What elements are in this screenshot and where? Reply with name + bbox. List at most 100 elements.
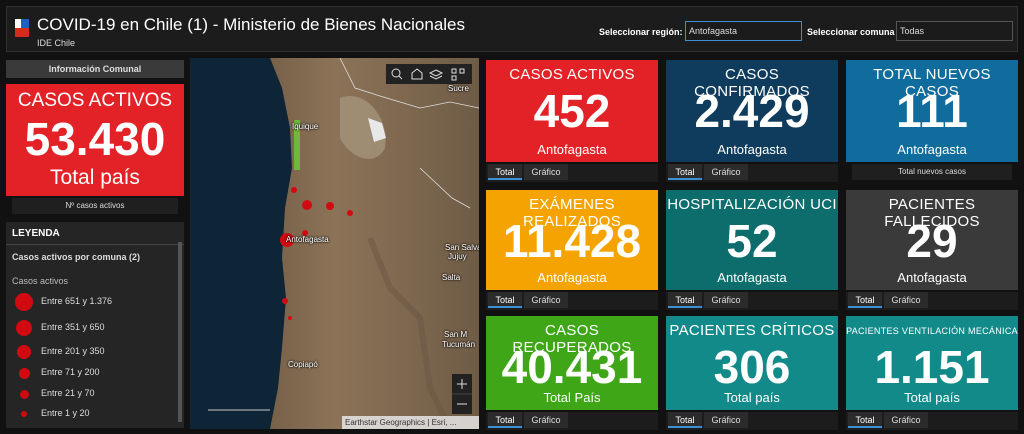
card-subtitle: Antofagasta <box>717 270 787 285</box>
legend-symbol <box>16 320 32 336</box>
info-tab: Información Comunal <box>6 60 184 78</box>
legend-item: Entre 71 y 200 <box>41 367 100 377</box>
region-value: Antofagasta <box>689 26 738 36</box>
card-title: CASOS CONFIRMADOS <box>694 66 810 100</box>
card-tab[interactable]: Gráfico <box>884 412 928 428</box>
card-tabs: Total Gráfico <box>666 164 838 182</box>
card-value: 111 <box>896 85 968 137</box>
card-tab[interactable]: Gráfico <box>524 292 568 308</box>
map-label: Antofagasta <box>286 235 329 244</box>
card-subtitle: Total país <box>724 390 780 405</box>
card-tab[interactable]: Total <box>488 412 522 428</box>
card-tabs: Total Gráfico <box>666 292 838 310</box>
subtitle: IDE Chile <box>37 38 76 48</box>
card-title: HOSPITALIZACIÓN UCI <box>667 196 837 213</box>
stat-card: CASOS ACTIVOS 452 Antofagasta <box>486 60 658 162</box>
total-nav[interactable]: Nº casos activos <box>12 198 178 214</box>
legend-item: Entre 651 y 1.376 <box>41 296 113 306</box>
card-tab[interactable]: Gráfico <box>704 412 748 428</box>
legend-symbol <box>15 293 33 311</box>
legend-divider <box>6 244 184 245</box>
card-tab[interactable]: Gráfico <box>884 292 928 308</box>
card-value: 2.429 <box>694 85 810 137</box>
card-tab[interactable]: Total <box>668 164 702 180</box>
card-title: CASOS ACTIVOS <box>509 66 635 83</box>
card-value: 53.430 <box>24 113 166 165</box>
comuna-label: Seleccionar comuna <box>807 27 895 37</box>
card-subtitle: Total País <box>543 390 601 405</box>
title: COVID-19 en Chile (1) - Ministerio de Bi… <box>37 15 466 34</box>
map-label: San Salvad <box>445 243 479 252</box>
card-value: 40.431 <box>501 341 643 393</box>
comuna-value: Todas <box>900 26 925 36</box>
card-title: PACIENTES CRÍTICOS <box>669 322 835 339</box>
legend-item: Entre 21 y 70 <box>41 388 95 398</box>
card-subtitle: Antofagasta <box>897 142 967 157</box>
region-label: Seleccionar región: <box>599 27 683 37</box>
card-tabs: Total Gráfico <box>486 412 658 430</box>
stat-card: CASOS CONFIRMADOS 2.429 Antofagasta <box>666 60 838 162</box>
legend-item: Entre 1 y 20 <box>41 408 90 418</box>
map-label: Salta <box>442 273 461 282</box>
card-value: 29 <box>906 215 958 267</box>
map[interactable]: Earthstar Geographics | Esri, ... Sucre I… <box>190 58 479 429</box>
stat-card: EXÁMENES REALIZADOS 11.428 Antofagasta <box>486 190 658 290</box>
stat-card: PACIENTES CRÍTICOS 306 Total país <box>666 316 838 410</box>
attribution: Earthstar Geographics | Esri, ... <box>342 416 479 429</box>
card-tab[interactable]: Total <box>848 292 882 308</box>
toolbar-icons <box>391 68 465 81</box>
comuna-select[interactable]: Todas <box>896 21 1013 41</box>
card-tabs: Total Gráfico <box>486 292 658 310</box>
card-title: PACIENTES VENTILACIÓN MECÁNICA <box>846 326 1018 336</box>
card-tab[interactable]: Gráfico <box>524 164 568 180</box>
card-tab[interactable]: Total <box>668 412 702 428</box>
card-value: 306 <box>713 341 791 393</box>
card-subtitle: Antofagasta <box>897 270 967 285</box>
map-label: Tucumán <box>442 340 476 349</box>
card-tab[interactable]: Gráfico <box>704 292 748 308</box>
map-label: Jujuy <box>448 252 467 261</box>
region-select[interactable]: Antofagasta <box>685 21 802 41</box>
map-label: Copiapó <box>288 360 318 369</box>
stat-card: TOTAL NUEVOS CASOS 111 Antofagasta <box>846 60 1018 162</box>
card-title: PACIENTES FALLECIDOS <box>884 196 980 230</box>
map-terrain <box>190 58 479 429</box>
card-value: 1.151 <box>874 341 990 393</box>
card-value: 452 <box>533 85 611 137</box>
legend-symbol <box>19 389 29 399</box>
card-tab[interactable]: Total <box>848 412 882 428</box>
card-tab[interactable]: Gráfico <box>524 412 568 428</box>
legend-item: Entre 351 y 650 <box>41 322 105 332</box>
legend-symbol <box>21 411 27 417</box>
card-value: 11.428 <box>502 215 642 267</box>
card-tabs: Total Gráfico <box>666 412 838 430</box>
card-nav[interactable]: Total nuevos casos <box>852 164 1012 180</box>
zoom-control[interactable] <box>452 374 472 414</box>
card-tab[interactable]: Total <box>668 292 702 308</box>
case-markers <box>280 187 353 320</box>
card-tab[interactable]: Gráfico <box>704 164 748 180</box>
card-title: EXÁMENES REALIZADOS <box>522 196 622 230</box>
legend-field: Casos activos <box>12 276 69 286</box>
card-subtitle: Antofagasta <box>537 270 607 285</box>
stat-card: CASOS RECUPERADOS 40.431 Total País <box>486 316 658 410</box>
logo <box>15 19 29 37</box>
card-title: CASOS ACTIVOS <box>17 90 173 111</box>
legend-panel: LEYENDA Casos activos por comuna (2) Casos… <box>6 222 184 428</box>
legend-item: Entre 201 y 350 <box>41 346 105 356</box>
card-tab[interactable]: Total <box>488 292 522 308</box>
total-card: CASOS ACTIVOS 53.430 Total país <box>6 84 184 196</box>
legend-layer: Casos activos por comuna (2) <box>12 252 141 262</box>
stat-card: PACIENTES FALLECIDOS 29 Antofagasta <box>846 190 1018 290</box>
card-tabs: Total Gráfico <box>486 164 658 182</box>
card-subtitle: Antofagasta <box>717 142 787 157</box>
legend-symbol <box>18 367 30 379</box>
nav-label: Total nuevos casos <box>897 167 967 176</box>
map-label: Sucre <box>448 84 469 93</box>
header-bar: COVID-19 en Chile (1) - Ministerio de Bi… <box>6 6 1018 52</box>
card-tab[interactable]: Total <box>488 164 522 180</box>
map-toolbar[interactable] <box>386 64 472 84</box>
card-subtitle: Total país <box>904 390 960 405</box>
nav-label: Nº casos activos <box>65 201 125 210</box>
